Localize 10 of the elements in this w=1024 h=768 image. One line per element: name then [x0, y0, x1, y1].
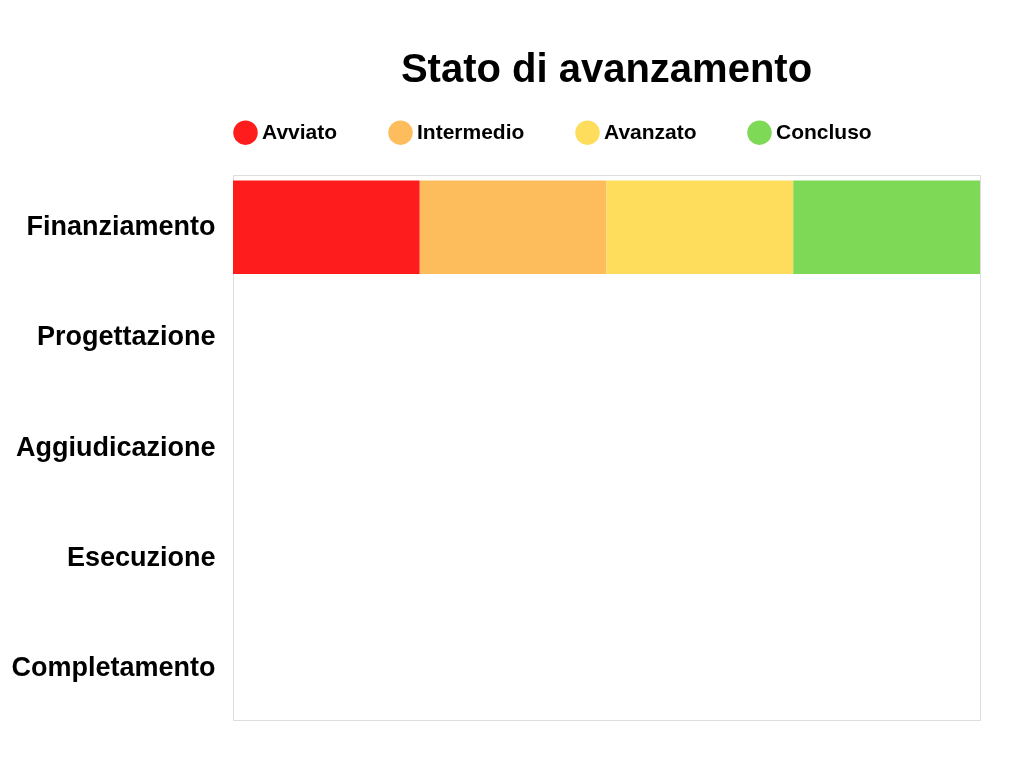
chart-title: Stato di avanzamento	[400, 46, 813, 90]
legend-label: Intermedio	[417, 119, 525, 143]
y-tick-label: Completamento	[11, 651, 216, 682]
y-tick-label: Finanziamento	[26, 211, 216, 242]
legend-label: Avanzato	[604, 119, 697, 143]
y-tick-label: Progettazione	[36, 321, 216, 352]
y-tick-label: Aggiudicazione	[15, 431, 216, 462]
y-tick-label: Esecuzione	[66, 541, 216, 572]
legend-label: Avviato	[262, 119, 338, 143]
legend-label: Concluso	[776, 119, 872, 143]
